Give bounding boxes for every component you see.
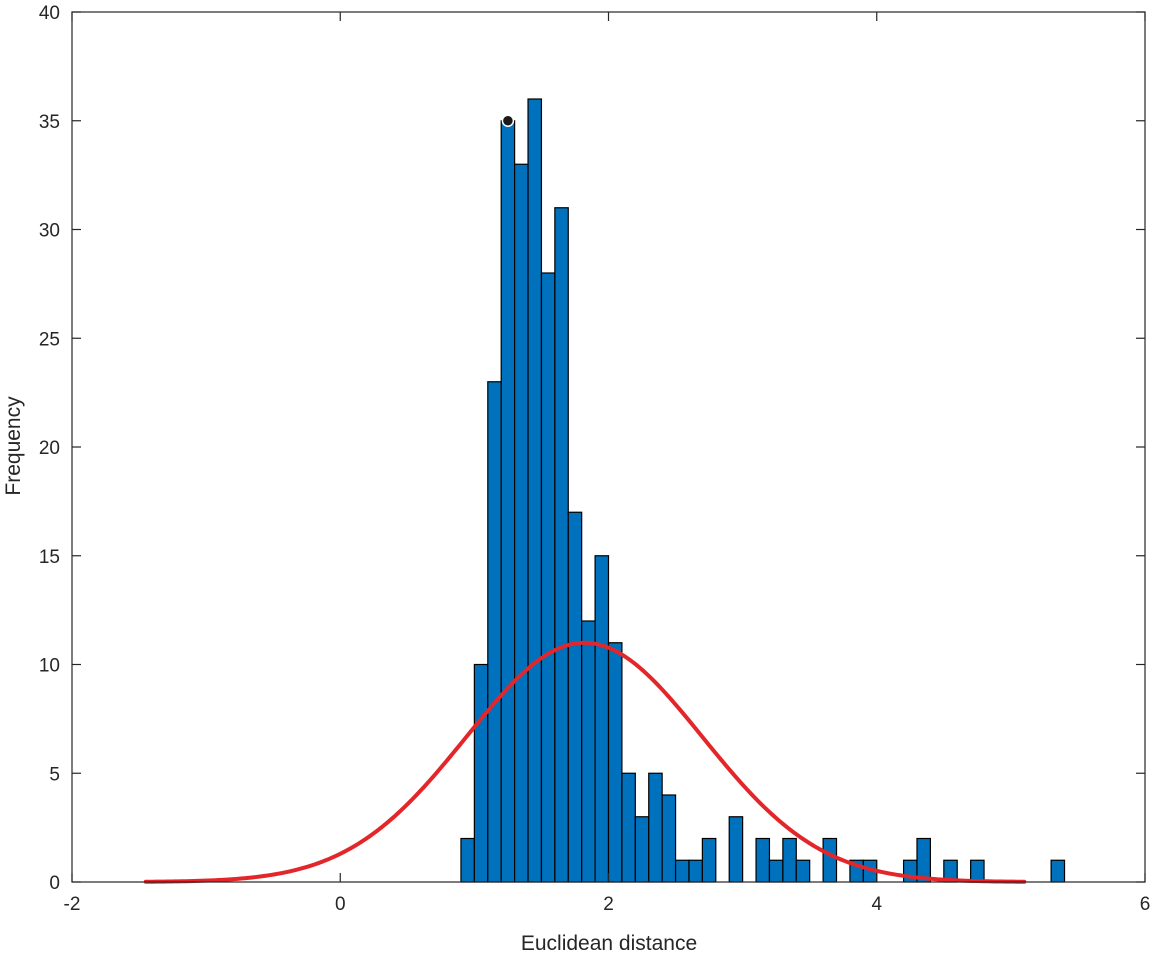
x-axis-label: Euclidean distance — [521, 932, 697, 955]
x-tick-label: -2 — [64, 894, 81, 915]
y-tick-label: 40 — [39, 3, 60, 24]
histogram-bar — [701, 837, 717, 883]
histogram-bar — [1050, 859, 1066, 883]
histogram-bar — [755, 837, 771, 883]
histogram-bar — [916, 837, 931, 883]
histogram-bar — [728, 816, 744, 883]
y-tick-label: 30 — [39, 221, 60, 242]
axes — [71, 11, 1146, 883]
histogram-bar — [594, 555, 610, 883]
y-tick-label: 0 — [49, 873, 60, 894]
normal-fit-curve — [143, 640, 1027, 884]
x-tick-label: 0 — [335, 894, 346, 915]
histogram-bar — [674, 859, 690, 883]
histogram-bar — [487, 381, 502, 883]
histogram-bar — [514, 163, 529, 883]
histogram-bar — [822, 837, 838, 883]
x-tick-label: 6 — [1140, 894, 1151, 915]
y-tick-label: 15 — [39, 547, 60, 568]
y-axis-label: Frequency — [2, 396, 25, 496]
y-tick-label: 25 — [39, 329, 60, 350]
histogram-bar — [661, 794, 677, 883]
histogram-bar — [795, 859, 811, 883]
histogram-bars — [460, 98, 1066, 883]
histogram-bar — [621, 772, 636, 883]
histogram-bar — [648, 772, 663, 883]
data-marker — [501, 114, 515, 127]
histogram-bar — [554, 207, 569, 883]
y-tick-label: 20 — [39, 438, 60, 459]
histogram-bar — [500, 120, 516, 883]
histogram-bar — [581, 620, 596, 883]
histogram-bar — [607, 642, 623, 883]
histogram-bar — [567, 511, 583, 883]
histogram-bar — [473, 663, 489, 883]
histogram-bar — [782, 837, 797, 883]
histogram-bar — [460, 837, 475, 883]
y-tick-label: 10 — [39, 656, 60, 677]
histogram-bar — [688, 859, 703, 883]
x-tick-label: 4 — [871, 894, 882, 915]
data-marker-layer — [501, 114, 515, 127]
x-tick-label: 2 — [603, 894, 614, 915]
histogram-bar — [970, 859, 985, 883]
y-tick-label: 35 — [39, 112, 60, 133]
histogram-bar — [527, 98, 543, 883]
histogram-bar — [634, 816, 650, 883]
histogram-bar — [768, 859, 784, 883]
y-tick-label: 5 — [49, 764, 60, 785]
histogram-bar — [540, 272, 556, 883]
